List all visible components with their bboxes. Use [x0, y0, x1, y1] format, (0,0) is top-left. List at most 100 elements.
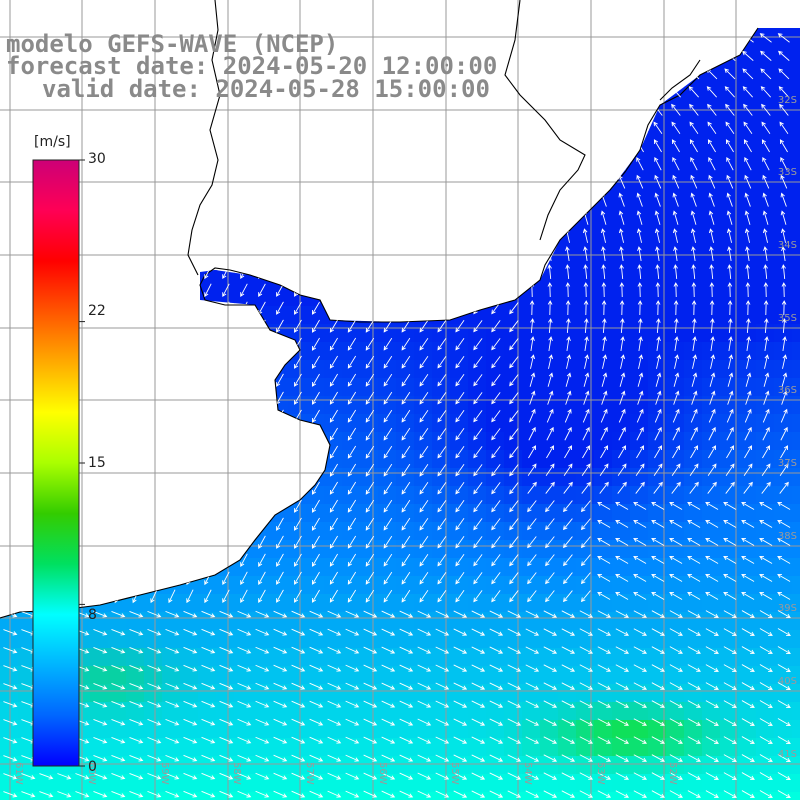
- wind-arrow: [114, 391, 122, 406]
- wind-cell: [252, 342, 271, 361]
- wind-arrow: [727, 246, 732, 261]
- wind-arrow: [165, 664, 180, 672]
- wind-cell: [702, 396, 721, 415]
- wind-arrow: [597, 502, 611, 510]
- wind-arrow: [507, 736, 522, 744]
- wind-cell: [180, 792, 199, 800]
- wind-arrow: [601, 264, 606, 280]
- wind-arrow: [633, 754, 648, 762]
- wind-arrow: [563, 463, 573, 477]
- wind-cell: [252, 702, 271, 721]
- wind-cell: [270, 216, 289, 235]
- wind-cell: [324, 144, 343, 163]
- wind-arrow: [615, 736, 630, 744]
- wind-cell: [630, 216, 649, 235]
- wind-cell: [720, 180, 739, 199]
- wind-arrow: [437, 517, 447, 531]
- wind-arrow: [435, 628, 450, 636]
- wind-cell: [684, 234, 703, 253]
- wind-arrow: [762, 228, 768, 243]
- wind-cell: [774, 648, 793, 667]
- wind-arrow: [186, 319, 194, 334]
- wind-cell: [468, 576, 487, 595]
- wind-cell: [162, 504, 181, 523]
- wind-cell: [252, 162, 271, 181]
- wind-arrow: [562, 68, 574, 80]
- wind-arrow: [255, 772, 270, 780]
- wind-arrow: [24, 409, 31, 424]
- wind-arrow: [455, 140, 465, 153]
- wind-arrow: [725, 463, 735, 477]
- wind-cell: [108, 450, 127, 469]
- wind-cell: [90, 666, 109, 685]
- wind-cell: [414, 198, 433, 217]
- wind-arrow: [474, 14, 482, 25]
- wind-cell: [180, 0, 199, 19]
- wind-arrow: [57, 791, 72, 798]
- wind-arrow: [437, 31, 447, 45]
- wind-arrow: [615, 664, 630, 672]
- wind-cell: [198, 756, 217, 775]
- wind-arrow: [633, 646, 648, 654]
- wind-arrow: [741, 736, 755, 744]
- wind-cell: [378, 702, 397, 721]
- wind-cell: [396, 792, 415, 800]
- wind-cell: [774, 54, 793, 73]
- wind-arrow: [240, 211, 248, 226]
- wind-cell: [396, 702, 415, 721]
- wind-arrow: [168, 391, 176, 406]
- wind-cell: [666, 504, 685, 523]
- wind-arrow: [437, 337, 447, 351]
- wind-arrow: [561, 610, 576, 618]
- wind-arrow: [115, 14, 121, 27]
- wind-cell: [378, 360, 397, 379]
- wind-arrow: [437, 391, 447, 405]
- wind-cell: [666, 360, 685, 379]
- wind-cell: [90, 396, 109, 415]
- wind-arrow: [201, 754, 216, 762]
- wind-cell: [648, 396, 667, 415]
- wind-cell: [198, 342, 217, 361]
- wind-cell: [450, 540, 469, 559]
- wind-arrow: [435, 718, 450, 726]
- wind-cell: [630, 612, 649, 631]
- wind-cell: [360, 0, 379, 19]
- wind-cell: [756, 648, 775, 667]
- wind-cell: [342, 234, 361, 253]
- wind-cell: [522, 180, 541, 199]
- wind-cell: [288, 450, 307, 469]
- wind-arrow: [636, 426, 644, 441]
- wind-arrow: [114, 301, 122, 316]
- wind-arrow: [653, 121, 663, 135]
- wind-cell: [324, 648, 343, 667]
- wind-arrow: [471, 610, 486, 618]
- wind-cell: [342, 576, 361, 595]
- wind-cell: [306, 648, 325, 667]
- wind-cell: [792, 108, 800, 127]
- wind-cell: [576, 270, 595, 289]
- wind-cell: [450, 702, 469, 721]
- wind-cell: [774, 378, 793, 397]
- wind-arrow: [566, 354, 572, 369]
- wind-arrow: [24, 265, 31, 280]
- wind-cell: [738, 648, 757, 667]
- wind-arrow: [580, 554, 591, 567]
- wind-cell: [162, 450, 181, 469]
- wind-cell: [306, 558, 325, 577]
- wind-cell: [648, 216, 667, 235]
- wind-cell: [144, 738, 163, 757]
- wind-cell: [576, 576, 595, 595]
- wind-arrow: [780, 445, 789, 459]
- wind-cell: [576, 162, 595, 181]
- wind-arrow: [548, 318, 553, 334]
- wind-arrow: [742, 50, 754, 61]
- wind-cell: [756, 540, 775, 559]
- wind-cell: [522, 558, 541, 577]
- wind-cell: [792, 702, 800, 721]
- wind-arrow: [168, 265, 176, 280]
- wind-cell: [378, 792, 397, 800]
- wind-cell: [396, 108, 415, 127]
- wind-arrow: [725, 103, 735, 116]
- wind-arrow: [777, 682, 791, 690]
- wind-cell: [576, 684, 595, 703]
